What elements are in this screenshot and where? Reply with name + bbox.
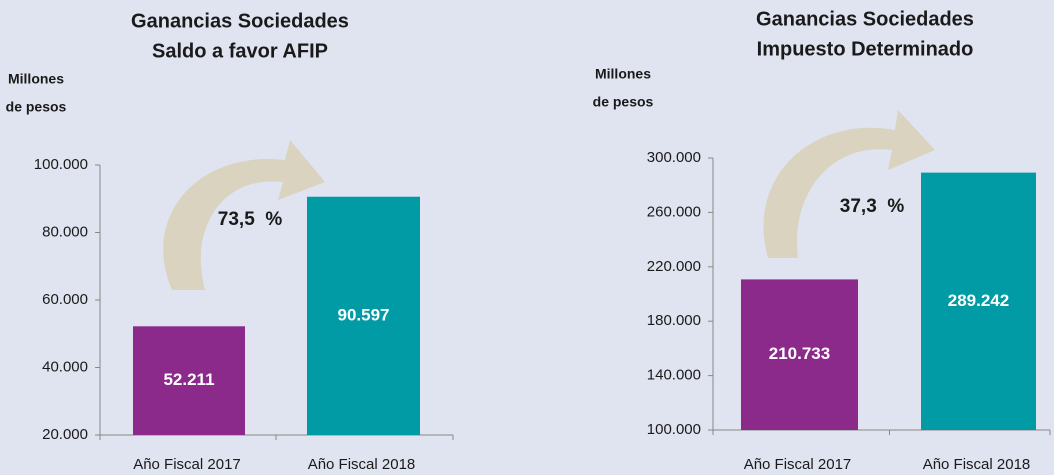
y-tick-label: 100.000	[34, 156, 88, 173]
value-label: 90.597	[338, 305, 390, 324]
y-tick-label: 40.000	[42, 358, 88, 375]
annotation: 73,5 %	[218, 209, 283, 230]
growth-arrow	[763, 110, 935, 258]
bar	[741, 279, 858, 430]
y-tick-label: 60.000	[42, 291, 88, 308]
y-axis-label: de pesos	[593, 94, 654, 110]
x-tick-label: Año Fiscal 2018	[308, 456, 416, 473]
chart-title: Ganancias Sociedades	[756, 8, 974, 30]
x-tick-label: Año Fiscal 2017	[744, 456, 852, 473]
chart-subtitle: Impuesto Determinado	[757, 38, 974, 60]
growth-arrow	[163, 140, 325, 290]
value-label: 210.733	[769, 344, 830, 363]
value-label: 52.211	[163, 370, 214, 389]
bar	[921, 172, 1036, 431]
y-tick-label: 260.000	[647, 203, 701, 220]
y-axis-label: Millones	[8, 71, 64, 87]
x-tick-label: Año Fiscal 2017	[133, 456, 241, 473]
annotation: 37,3 %	[840, 196, 905, 217]
y-tick-label: 180.000	[647, 312, 701, 329]
y-tick-label: 80.000	[42, 223, 88, 240]
bar	[307, 196, 420, 435]
bar	[133, 326, 245, 435]
y-tick-label: 20.000	[42, 426, 88, 443]
x-tick-label: Año Fiscal 2018	[923, 456, 1031, 473]
y-tick-label: 140.000	[647, 367, 701, 384]
y-tick-label: 100.000	[647, 421, 701, 438]
chart-subtitle: Saldo a favor AFIP	[152, 40, 328, 62]
y-axis-label: Millones	[595, 66, 651, 82]
y-axis-label: de pesos	[6, 99, 67, 115]
chart-title: Ganancias Sociedades	[131, 10, 349, 32]
value-label: 289.242	[948, 291, 1009, 310]
y-tick-label: 300.000	[647, 149, 701, 166]
y-tick-label: 220.000	[647, 258, 701, 275]
